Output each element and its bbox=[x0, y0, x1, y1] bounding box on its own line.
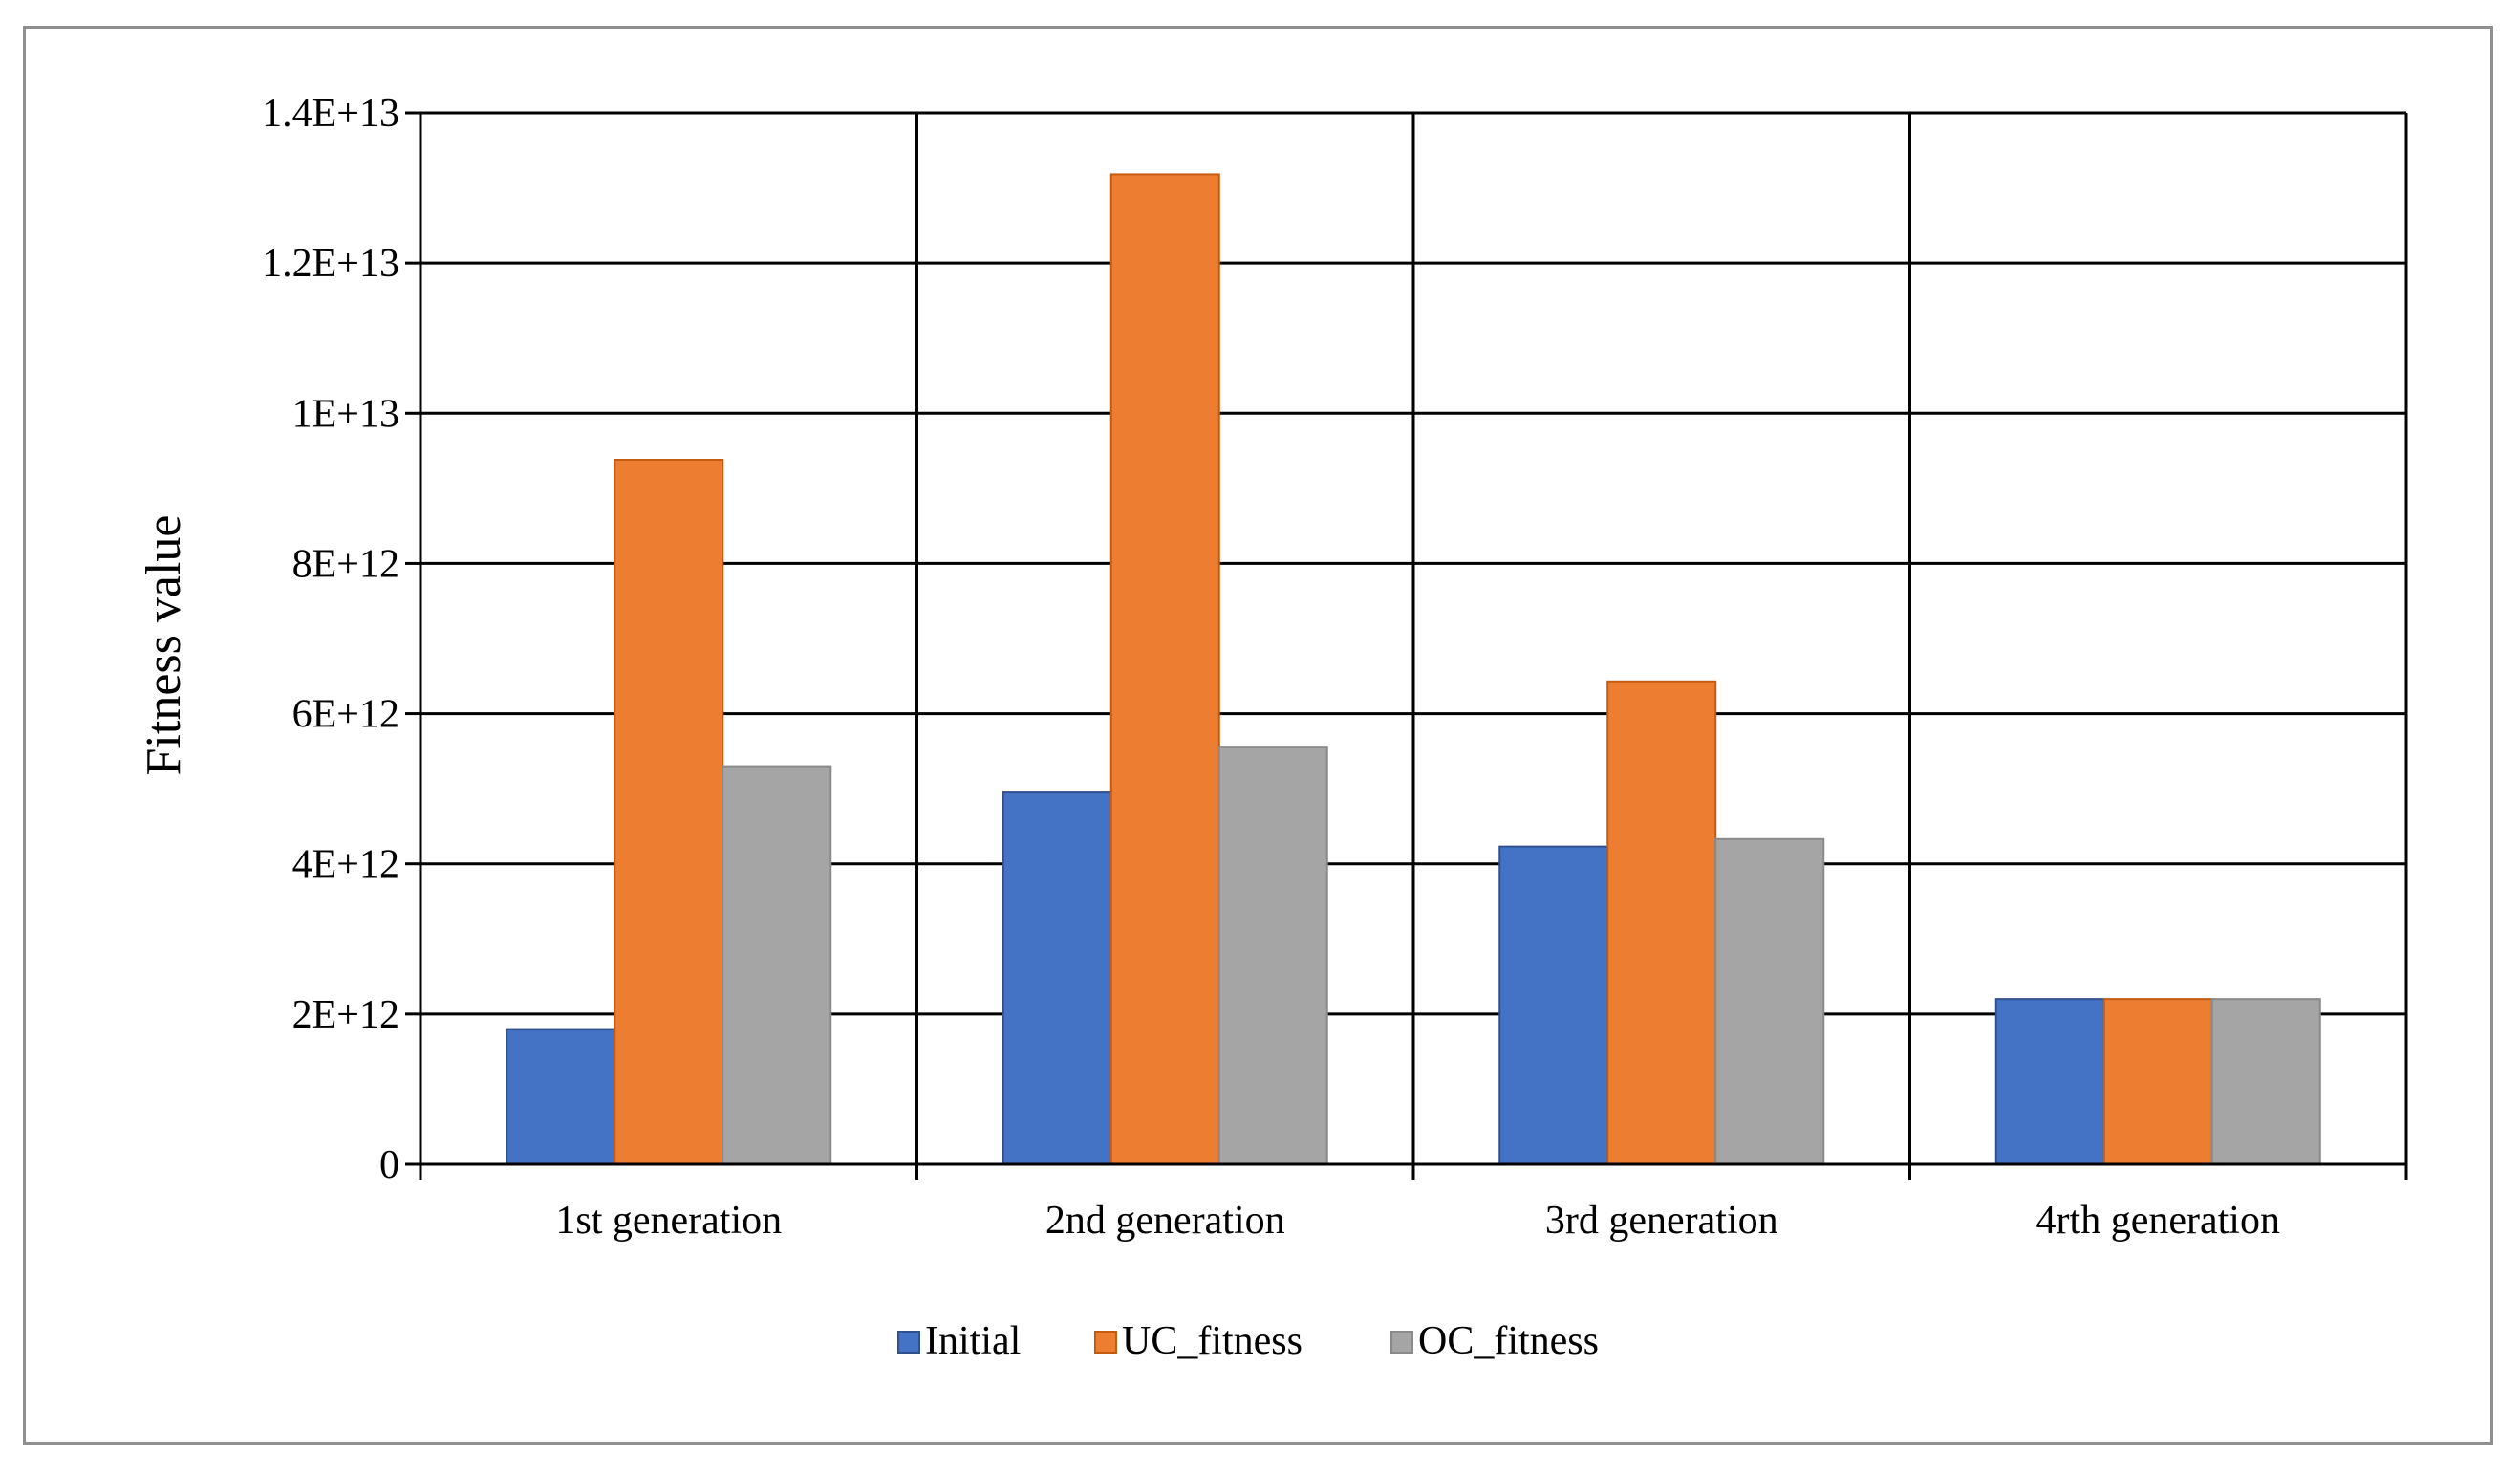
bar-initial-2 bbox=[1002, 791, 1112, 1165]
legend-swatch-oc-fitness bbox=[1390, 1331, 1413, 1354]
legend-label-oc-fitness: OC_fitness bbox=[1418, 1319, 1599, 1363]
bar-initial-3 bbox=[1498, 845, 1609, 1166]
legend-swatch-initial bbox=[897, 1331, 920, 1354]
x-category-label: 1st generation bbox=[555, 1199, 782, 1243]
axes bbox=[405, 111, 2408, 1180]
bar-oc-fitness-2 bbox=[1217, 746, 1328, 1166]
y-axis-title: Fitness value bbox=[137, 515, 191, 776]
bar-uc-fitness-1 bbox=[614, 459, 724, 1165]
y-tick-label: 1.2E+13 bbox=[262, 242, 399, 286]
labels: 0 2E+12 4E+12 6E+12 8E+12 1E+13 1.2E+13 1.4E+13… bbox=[262, 92, 2280, 1243]
bar-initial-1 bbox=[506, 1028, 616, 1165]
x-category-label: 3rd generation bbox=[1545, 1199, 1778, 1243]
bar-oc-fitness-4 bbox=[2210, 998, 2321, 1165]
y-tick-label: 8E+12 bbox=[292, 542, 399, 586]
legend-label-uc-fitness: UC_fitness bbox=[1122, 1319, 1303, 1363]
y-tick-label: 0 bbox=[379, 1143, 399, 1187]
y-tick-label: 2E+12 bbox=[292, 993, 399, 1037]
legend-label-initial: Initial bbox=[925, 1319, 1021, 1363]
y-tick-label: 4E+12 bbox=[292, 843, 399, 887]
x-category-label: 2nd generation bbox=[1045, 1199, 1285, 1243]
bar-oc-fitness-1 bbox=[722, 765, 832, 1165]
x-category-label: 4rth generation bbox=[2036, 1199, 2280, 1243]
y-tick-label: 6E+12 bbox=[292, 693, 399, 737]
bar-oc-fitness-3 bbox=[1714, 837, 1825, 1165]
y-tick-label: 1E+13 bbox=[292, 392, 399, 436]
bar-uc-fitness-4 bbox=[2102, 998, 2213, 1165]
bar-initial-4 bbox=[1994, 998, 2105, 1165]
legend-swatch-uc-fitness bbox=[1094, 1331, 1117, 1354]
bar-uc-fitness-2 bbox=[1109, 173, 1220, 1165]
bar-uc-fitness-3 bbox=[1606, 680, 1717, 1165]
bars bbox=[506, 173, 2321, 1166]
legend: Initial UC_fitness OC_fitness bbox=[897, 1319, 1599, 1363]
y-tick-label: 1.4E+13 bbox=[262, 92, 399, 136]
